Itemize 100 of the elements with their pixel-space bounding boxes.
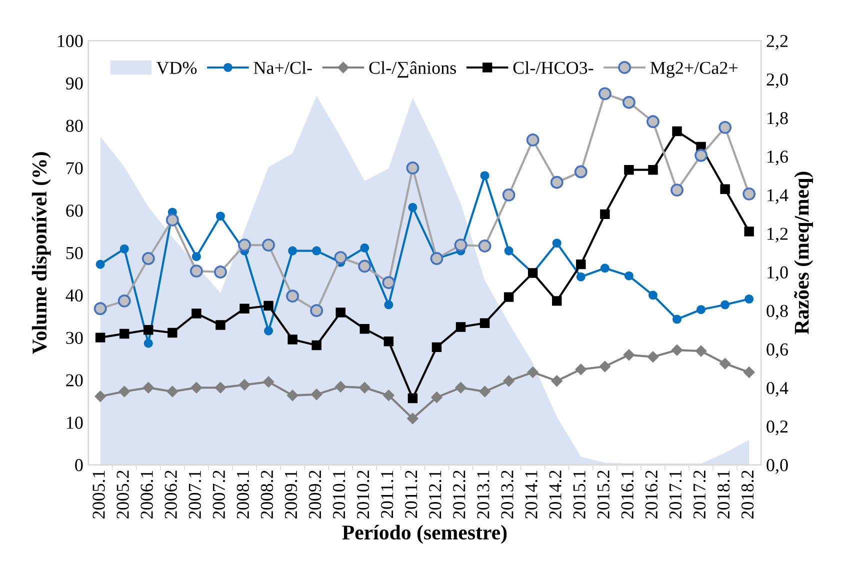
x-tick-label: 2016.1 [621,470,634,519]
point [118,294,131,308]
point [552,238,562,248]
point [600,209,610,220]
point [719,358,731,370]
point [144,338,153,348]
x-tick-label: 2006.2 [164,470,178,519]
point [480,171,490,180]
x-tick-label: 2012.2 [453,470,466,519]
y2-axis-title: Razões (meq/meq) [794,172,814,334]
x-tick-label: 2018.1 [717,470,730,519]
point [551,375,562,387]
point [406,161,420,174]
point [166,214,179,226]
point [192,308,202,318]
y2-tick-label: 0,2 [766,420,788,436]
x-tick-label: 2014.1 [525,470,538,519]
y2-tick-label: 1,4 [768,189,788,204]
x-tick-label: 2013.1 [477,470,490,519]
point [286,290,300,303]
point [720,300,730,310]
x-tick-label: 2016.2 [645,470,658,519]
point [526,133,540,146]
point [360,324,370,334]
legend-label: Cl-/HCO3- [513,61,594,74]
y2-tick-label: 1,0 [768,266,788,282]
x-tick-label: 2008.1 [236,470,250,519]
point [744,226,754,236]
point [744,294,754,304]
point [527,366,538,378]
y-tick-label: 100 [58,34,83,48]
point [262,238,275,252]
point [310,388,322,400]
y2-tick-label: 1,6 [768,150,788,166]
point [504,246,514,256]
legend-label: VD% [156,62,197,74]
point [216,320,226,330]
point [598,87,612,100]
x-tick-label: 2009.1 [284,470,298,519]
point [310,304,324,318]
point [216,212,225,221]
y-tick-label: 90 [66,77,83,90]
point [288,246,298,256]
point [192,252,201,262]
x-tick-label: 2006.1 [140,470,153,519]
point [190,264,203,278]
point [382,276,396,290]
point [600,264,610,273]
x-tick-label: 2018.2 [741,470,754,519]
point [119,328,130,339]
legend-label: Cl-/∑ânions [369,61,456,78]
point [214,266,227,278]
point [214,382,226,394]
point [672,314,682,324]
point [576,259,586,270]
point [358,260,372,273]
x-tick-label: 2005.1 [92,470,105,519]
point [648,290,658,300]
point [456,322,466,332]
point [335,381,346,392]
x-tick-label: 2009.2 [308,470,322,519]
y2-tick-label: 0,0 [766,459,788,474]
y-tick-label: 30 [66,332,83,344]
point [168,328,178,338]
point [286,390,298,402]
point [454,238,468,252]
point [646,115,660,128]
point [144,324,154,335]
y-tick-label: 50 [66,246,83,260]
x-tick-label: 2010.2 [356,470,370,519]
point [455,382,466,394]
point [238,238,251,252]
x-tick-label: 2015.2 [597,470,610,519]
point [336,308,346,318]
point [599,360,611,372]
x-tick-label: 2015.1 [573,470,586,519]
point [742,187,756,200]
y2-tick-label: 2,0 [766,73,788,88]
point [647,351,659,362]
point [480,318,490,328]
x-tick-label: 2007.1 [188,470,202,519]
point [359,382,370,394]
y-tick-label: 60 [66,204,83,217]
point [720,184,730,194]
point [118,386,130,398]
point [552,296,562,306]
y2-tick-label: 2,2 [766,34,788,50]
point [670,184,684,197]
point [718,120,732,134]
point [431,392,442,403]
y-tick-label: 20 [66,374,83,386]
x-tick-label: 2011.1 [380,470,394,518]
point [334,251,348,264]
point [574,165,588,178]
point [624,164,634,175]
x-tick-label: 2017.1 [669,470,682,519]
point [694,148,708,162]
point [264,300,274,311]
point [575,364,586,375]
point [743,366,755,378]
